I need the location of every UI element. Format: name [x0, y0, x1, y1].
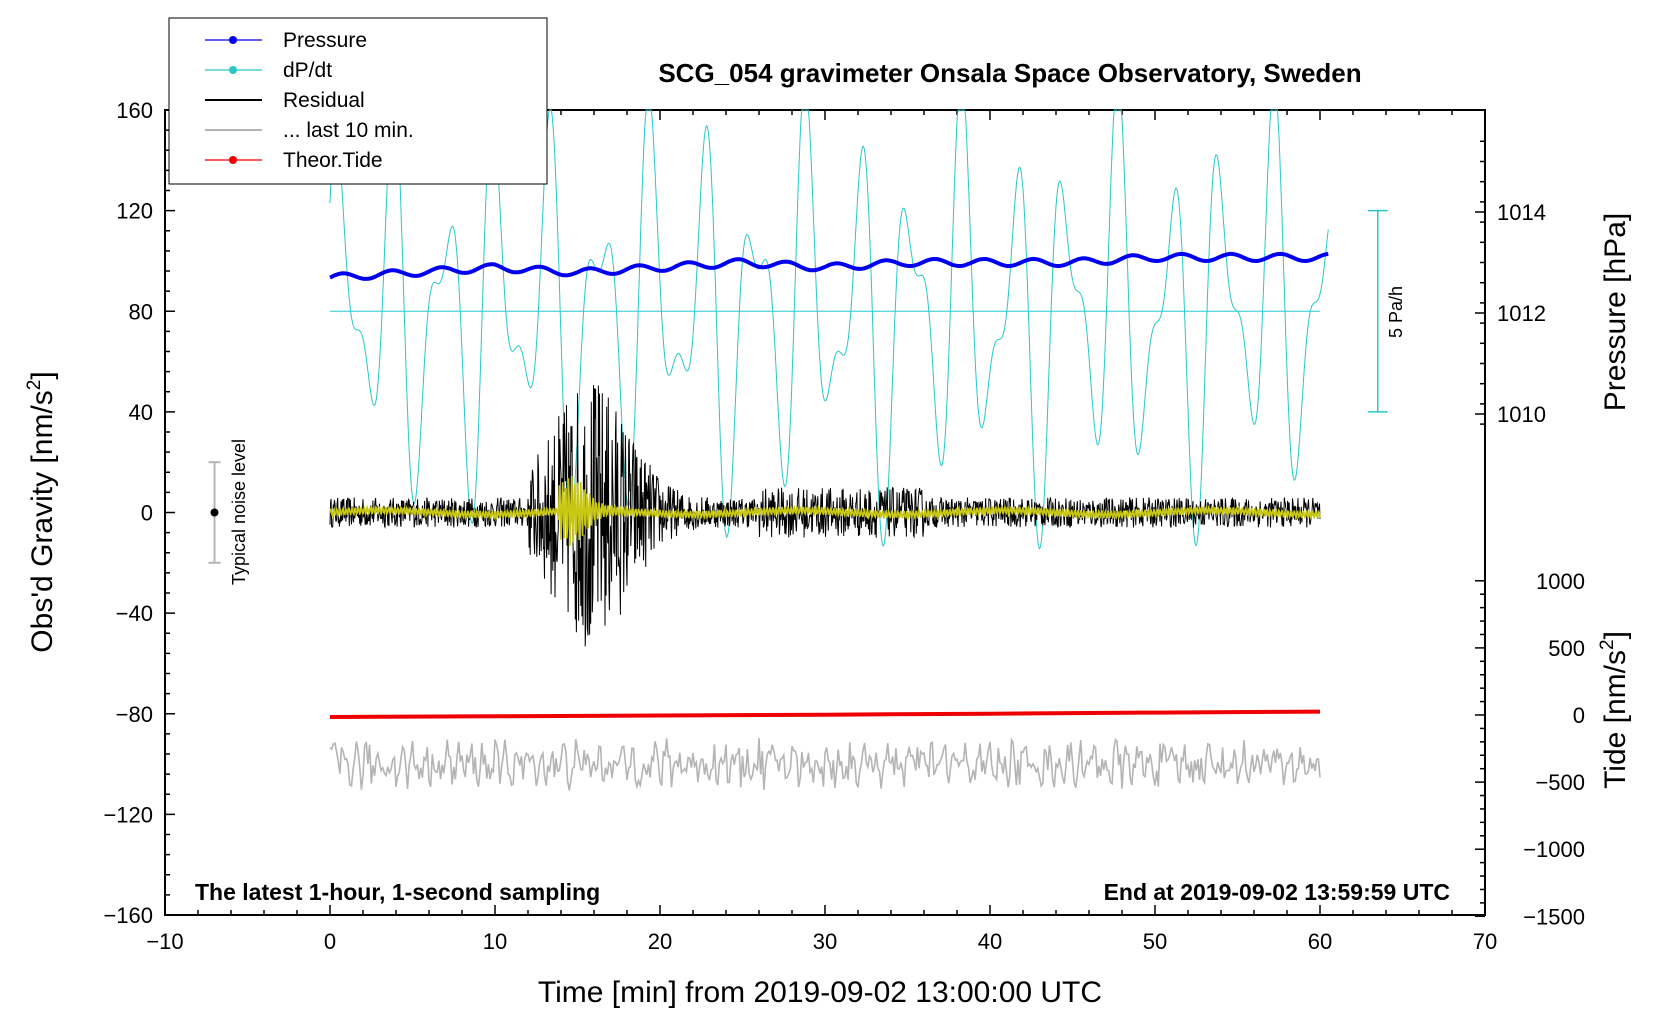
y-tick-label-left: −80: [116, 702, 153, 727]
legend-label-4: Theor.Tide: [283, 149, 383, 172]
x-tick-label: 70: [1473, 929, 1497, 954]
x-tick-label: 0: [324, 929, 336, 954]
series-layer: [208, 109, 1388, 791]
y-axis-title-left: Obs'd Gravity [nm/s2]: [24, 371, 59, 652]
x-tick-label: 50: [1143, 929, 1167, 954]
y-tick-label-left: 80: [129, 299, 153, 324]
y-tick-label-left: −160: [103, 903, 153, 928]
annotation-sampling: The latest 1-hour, 1-second sampling: [195, 879, 600, 905]
dpdt-scale-label: 5 Pa/h: [1386, 286, 1406, 338]
x-tick-label: 30: [813, 929, 837, 954]
y-tick-label-tide: −1500: [1523, 904, 1585, 929]
legend-label-2: Residual: [283, 89, 365, 112]
annotation-end-time: End at 2019-09-02 13:59:59 UTC: [1104, 879, 1450, 905]
x-axis-title: Time [min] from 2019-09-02 13:00:00 UTC: [538, 976, 1102, 1009]
y-axis-title-tide: Tide [nm/s2]: [1597, 631, 1632, 789]
y-tick-label-pressure: 1012: [1497, 301, 1546, 326]
theor-tide-line: [329, 709, 1321, 719]
y-tick-label-tide: 500: [1548, 636, 1585, 661]
legend-marker-1: [229, 66, 237, 74]
x-tick-label: 10: [483, 929, 507, 954]
axis-ticks: −10 0 10 20 30 40 50 60 70 160 120 80 40 0 −40 −80 −120 −…: [103, 98, 1585, 954]
noise-level-label: Typical noise level: [229, 439, 249, 585]
residual-filtered-line: [329, 475, 1321, 546]
legend-label-3: ... last 10 min.: [283, 119, 414, 142]
y-tick-label-left: 160: [116, 98, 153, 123]
y-tick-label-left: 120: [116, 199, 153, 224]
y-tick-label-left: 0: [141, 501, 153, 526]
chart-title: SCG_054 gravimeter Onsala Space Observat…: [658, 58, 1361, 88]
noise-bar-center: [210, 508, 219, 517]
y-tick-label-left: −40: [116, 601, 153, 626]
legend-label-0: Pressure: [283, 29, 367, 52]
y-tick-label-tide: −500: [1535, 770, 1585, 795]
y-tick-label-pressure: 1014: [1497, 200, 1546, 225]
x-tick-label: 20: [648, 929, 672, 954]
y-tick-label-pressure: 1010: [1497, 402, 1546, 427]
y-tick-label-left: 40: [129, 400, 153, 425]
pressure-line: [329, 251, 1329, 281]
y-axis-title-pressure: Pressure [hPa]: [1599, 213, 1632, 411]
legend-label-1: dP/dt: [283, 59, 332, 82]
y-tick-label-tide: 1000: [1536, 569, 1585, 594]
x-tick-label: −10: [146, 929, 183, 954]
legend-marker-0: [229, 36, 237, 44]
y-tick-label-tide: −1000: [1523, 837, 1585, 862]
y-tick-label-left: −120: [103, 802, 153, 827]
x-tick-label: 40: [978, 929, 1002, 954]
last-10-min-line: [329, 737, 1321, 791]
legend-marker-4: [229, 156, 237, 164]
x-tick-label: 60: [1308, 929, 1332, 954]
legend: Pressure dP/dt Residual ... last 10 min. The…: [168, 17, 548, 185]
y-tick-label-tide: 0: [1573, 703, 1585, 728]
